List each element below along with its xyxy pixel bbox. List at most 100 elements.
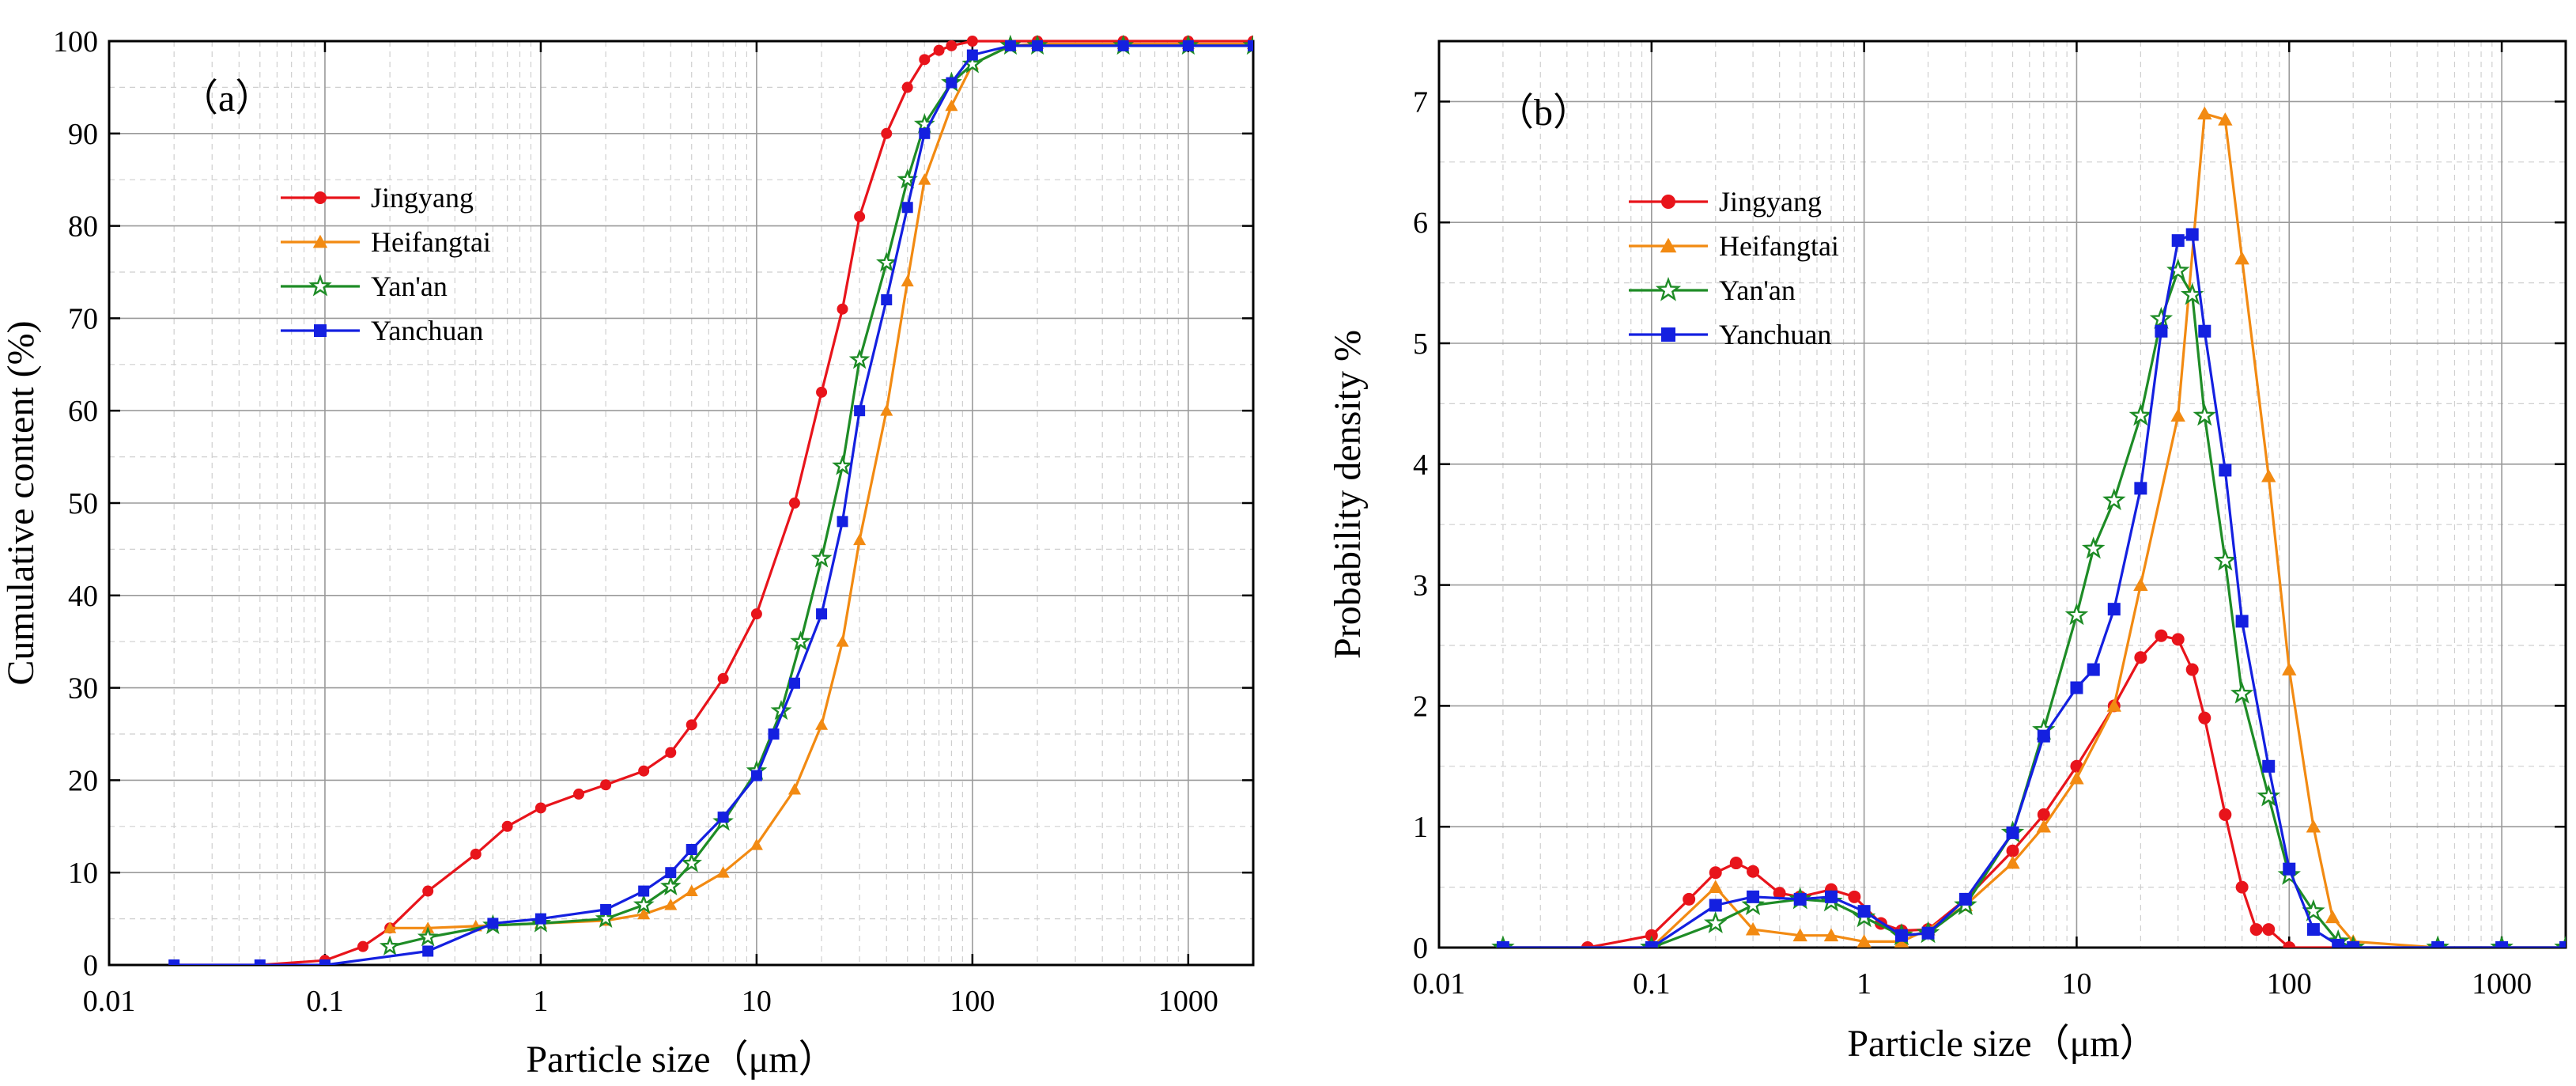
data-point bbox=[2249, 923, 2263, 937]
data-point bbox=[2155, 629, 2168, 642]
data-point bbox=[383, 921, 397, 933]
data-point bbox=[319, 959, 330, 965]
legend-marker bbox=[1655, 277, 1682, 301]
data-point bbox=[750, 608, 762, 620]
data-point bbox=[945, 99, 958, 112]
data-point bbox=[534, 913, 546, 925]
x-tick-label: 1 bbox=[533, 985, 548, 1018]
data-point bbox=[487, 918, 499, 929]
x-tick-label: 10 bbox=[742, 985, 772, 1018]
data-point bbox=[686, 719, 697, 731]
data-point bbox=[2559, 941, 2566, 948]
data-point bbox=[966, 36, 978, 47]
x-tick-label: 100 bbox=[2267, 967, 2312, 1001]
y-tick-label: 70 bbox=[68, 302, 98, 335]
data-point bbox=[717, 672, 729, 684]
data-point bbox=[2332, 938, 2345, 948]
y-tick-label: 80 bbox=[68, 210, 98, 244]
data-point bbox=[2230, 681, 2254, 704]
data-point bbox=[665, 747, 677, 759]
data-point bbox=[422, 885, 434, 897]
data-point bbox=[2218, 112, 2233, 126]
grid bbox=[108, 40, 1253, 966]
y-tick-label: 60 bbox=[68, 395, 98, 428]
data-point bbox=[1709, 899, 1722, 912]
data-point bbox=[1729, 857, 1743, 870]
data-point bbox=[1958, 892, 1972, 906]
data-point bbox=[2070, 681, 2083, 694]
data-point bbox=[254, 959, 266, 965]
data-point bbox=[901, 202, 913, 214]
data-point bbox=[2234, 251, 2249, 265]
y-tick-label: 0 bbox=[83, 949, 98, 982]
data-point bbox=[1824, 890, 1838, 903]
data-point bbox=[919, 127, 931, 139]
legend-label: Jingyang bbox=[1719, 186, 1822, 218]
plot-frame bbox=[1437, 40, 2567, 949]
data-point bbox=[788, 677, 800, 689]
data-point bbox=[946, 77, 958, 89]
y-tick-label: 100 bbox=[53, 25, 98, 59]
data-point bbox=[876, 252, 897, 272]
data-point bbox=[2193, 403, 2217, 426]
data-point bbox=[788, 498, 800, 509]
data-point bbox=[685, 884, 698, 896]
data-point bbox=[595, 907, 617, 928]
data-point bbox=[816, 386, 828, 398]
legend-label: Yan'an bbox=[1719, 274, 1796, 306]
data-point bbox=[2325, 910, 2340, 924]
data-point bbox=[2213, 548, 2238, 571]
data-point bbox=[2006, 826, 2019, 839]
data-point bbox=[918, 173, 931, 185]
axes: 0.01 0.1 1 10 100 1000 0 1 2 3 4 5 6 7 Particle size（μ… bbox=[1327, 40, 2567, 1065]
y-tick-label: 1 bbox=[1413, 811, 1428, 844]
grid bbox=[1438, 41, 2566, 948]
data-point bbox=[1496, 941, 1509, 948]
data-point bbox=[665, 867, 677, 879]
legend-marker bbox=[308, 274, 332, 297]
data-point bbox=[2069, 770, 2084, 785]
data-point bbox=[2431, 941, 2445, 948]
data-point bbox=[1703, 910, 1728, 933]
data-point bbox=[686, 844, 697, 855]
data-point bbox=[572, 788, 584, 800]
data-point bbox=[810, 547, 833, 568]
data-point bbox=[1683, 892, 1696, 906]
legend-label: Yan'an bbox=[371, 271, 448, 302]
data-point bbox=[816, 608, 828, 620]
data-point bbox=[2306, 923, 2320, 937]
legend-label: Yanchuan bbox=[371, 315, 483, 346]
legend-item: Yan'an bbox=[1629, 274, 1796, 306]
x-tick-label: 0.1 bbox=[306, 985, 344, 1018]
y-tick-label: 0 bbox=[1413, 932, 1428, 965]
data-point bbox=[2306, 819, 2321, 833]
y-tick-label: 5 bbox=[1413, 327, 1428, 361]
x-tick-label: 1000 bbox=[2472, 967, 2532, 1001]
data-point bbox=[417, 926, 439, 947]
data-point bbox=[2171, 234, 2185, 248]
legend-item: Heifangtai bbox=[281, 226, 491, 258]
data-point bbox=[2005, 855, 2020, 869]
series-jingyang bbox=[1496, 629, 2566, 948]
data-point bbox=[2107, 603, 2121, 616]
legend-label: Jingyang bbox=[371, 182, 474, 214]
data-point bbox=[1792, 928, 1807, 942]
y-axis-label: Cumulative content (%) bbox=[0, 320, 42, 685]
panel-label: （a） bbox=[180, 78, 273, 119]
data-point bbox=[2235, 615, 2249, 628]
data-point bbox=[919, 54, 931, 66]
data-point bbox=[790, 630, 811, 651]
data-point bbox=[1117, 40, 1129, 51]
data-point bbox=[881, 294, 893, 306]
legend-marker bbox=[312, 234, 328, 248]
data-point bbox=[534, 802, 546, 814]
data-point bbox=[2149, 306, 2174, 329]
legend-item: Jingyang bbox=[281, 182, 474, 214]
legend-label: Yanchuan bbox=[1719, 319, 1831, 350]
data-point bbox=[2198, 711, 2212, 725]
legend: Jingyang Heifangtai Yan'an Yanchuan bbox=[1629, 186, 1839, 350]
y-tick-label: 4 bbox=[1413, 448, 1428, 482]
legend-marker bbox=[314, 191, 327, 204]
chart-panel-b: 0.01 0.1 1 10 100 1000 0 1 2 3 4 5 6 7 Particle size（μ… bbox=[1327, 40, 2567, 1065]
